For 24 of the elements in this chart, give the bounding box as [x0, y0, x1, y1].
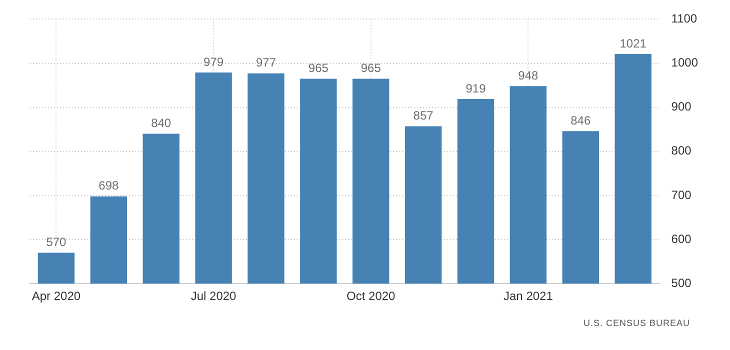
- y-tick-label: 1000: [671, 56, 698, 70]
- x-tick-label: Jan 2021: [504, 289, 554, 304]
- data-label: 979: [204, 54, 224, 69]
- data-label: 965: [360, 61, 382, 76]
- y-tick-label: 700: [671, 188, 692, 202]
- y-tick-label: 1100: [671, 12, 698, 26]
- data-label: 857: [413, 108, 434, 123]
- data-label: 570: [46, 235, 67, 250]
- data-label: 948: [518, 68, 539, 82]
- x-tick-label: Apr 2020: [32, 289, 81, 304]
- data-label: 977: [256, 56, 276, 70]
- data-label: 840: [151, 116, 172, 130]
- x-tick-label: Oct 2020: [346, 289, 396, 304]
- y-tick-label: 900: [671, 100, 692, 114]
- data-label: 846: [570, 113, 591, 128]
- data-label: 1021: [620, 36, 647, 50]
- y-tick-label: 600: [671, 232, 692, 246]
- y-tick-label: 500: [671, 276, 692, 290]
- data-label: 698: [98, 178, 119, 193]
- text: U.S. CENSUS BUREAU: [583, 318, 690, 328]
- data-label: 965: [308, 61, 329, 76]
- data-label: 919: [466, 81, 486, 96]
- y-tick-label: 800: [671, 144, 692, 158]
- x-tick-label: Jul 2020: [190, 289, 237, 304]
